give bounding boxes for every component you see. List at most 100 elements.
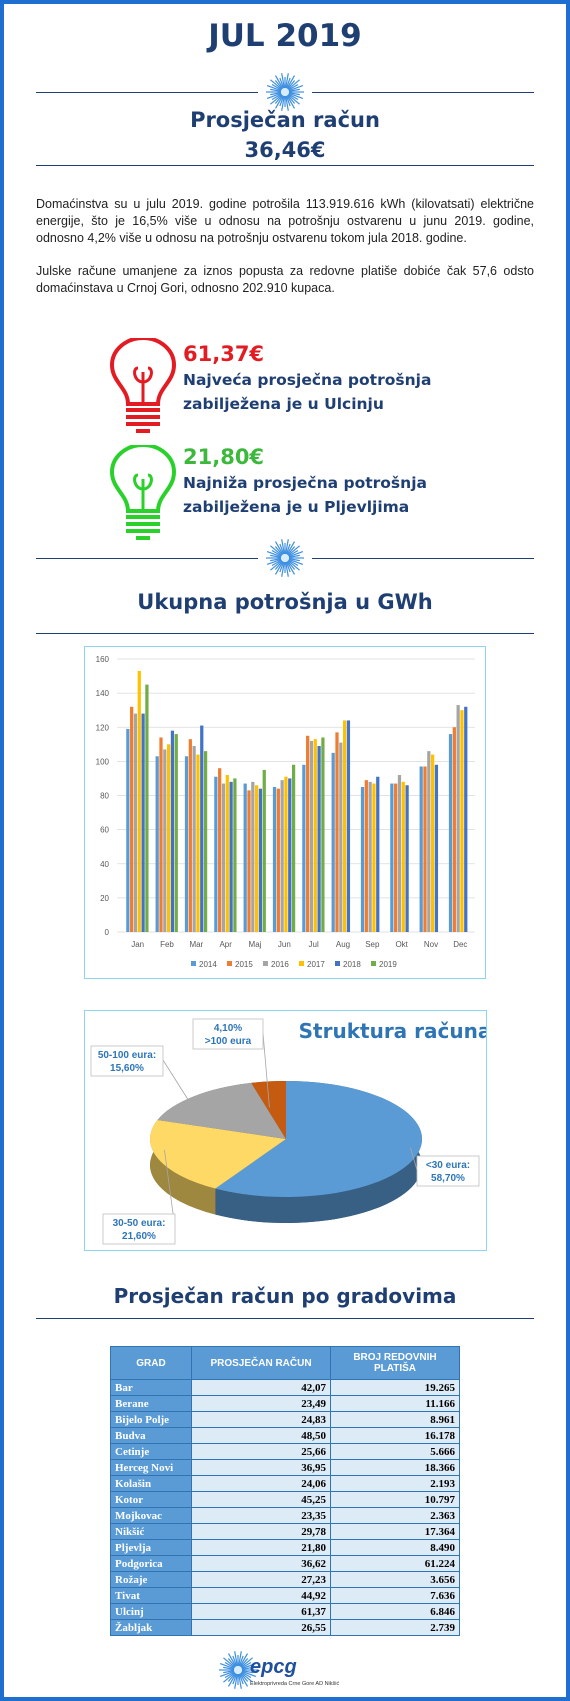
value-cell: 61,37 [191, 1603, 331, 1620]
bar [170, 730, 175, 932]
legend-label: 2014 [199, 960, 217, 969]
table-header: GRAD PROSJEČAN RAČUN BROJ REDOVNIH PLATI… [110, 1346, 460, 1380]
city-cell: Bijelo Polje [110, 1411, 192, 1428]
sun-ray [238, 1651, 242, 1667]
value-cell: 42,07 [191, 1379, 331, 1396]
value-cell: 10.797 [330, 1491, 460, 1508]
value-cell: 8.490 [330, 1539, 460, 1556]
value-cell: 29,78 [191, 1523, 331, 1540]
legend-label: 2019 [379, 960, 397, 969]
value-cell: 2.193 [330, 1475, 460, 1492]
bar [233, 778, 237, 932]
sun-ray [240, 1658, 249, 1668]
sun-ray [288, 92, 300, 96]
legend-label: 2015 [235, 960, 253, 969]
sun-ray [286, 95, 296, 109]
sun-ray [274, 75, 284, 89]
sun-ray [219, 1670, 235, 1678]
slice-label: <30 eura: [426, 1160, 470, 1171]
sun-ray [223, 1666, 235, 1670]
slice-label: 21,60% [122, 1231, 156, 1242]
sun-ray [232, 1673, 238, 1685]
value-cell: 5.666 [330, 1443, 460, 1460]
x-tick-label: Jan [131, 940, 144, 949]
sun-ray [287, 94, 300, 105]
sun-ray [270, 92, 282, 96]
bar [141, 713, 145, 932]
sun-ray [270, 88, 282, 92]
sun-ray [266, 92, 282, 100]
bar [291, 764, 296, 932]
sun-ray [266, 84, 282, 92]
value-cell: 45,25 [191, 1491, 331, 1508]
sun-ray [219, 1662, 235, 1670]
label-box [416, 1155, 480, 1187]
sun-ray [270, 545, 283, 556]
bar [452, 727, 456, 932]
legend-swatch [335, 961, 340, 966]
divider [36, 558, 258, 559]
x-tick-label: Dec [453, 940, 467, 949]
legend-swatch [191, 961, 196, 966]
city-cell: Herceg Novi [110, 1459, 192, 1476]
sun-ray [240, 1672, 249, 1682]
sun-ray [286, 561, 296, 575]
sun-ray [224, 1661, 235, 1669]
bar [221, 783, 226, 932]
divider [36, 165, 534, 166]
y-tick-label: 80 [100, 792, 109, 801]
table-row: Pljevlja 21,80 8.490 [110, 1539, 460, 1556]
bulb-icon [109, 445, 177, 540]
table-row: Budva 48,50 16.178 [110, 1427, 460, 1444]
slice-label: 50-100 eura: [98, 1050, 156, 1061]
sun-icon [266, 73, 304, 111]
sun-ray [241, 1670, 253, 1674]
sun-ray [241, 1661, 252, 1669]
sun-ray [288, 88, 300, 92]
x-tick-label: Sep [365, 940, 380, 949]
sun-ray [241, 1671, 252, 1679]
table-row: Podgorica 36,62 61.224 [110, 1555, 460, 1572]
bar [464, 706, 468, 932]
city-cell: Rožaje [110, 1571, 192, 1588]
pie-slice [251, 1081, 286, 1139]
y-tick-label: 0 [105, 928, 110, 937]
bar [203, 751, 208, 932]
x-tick-label: Jul [309, 940, 319, 949]
value-cell: 36,62 [191, 1555, 331, 1572]
logo: epcg [250, 1656, 297, 1678]
sun-ray [274, 546, 283, 556]
city-cell: Cetinje [110, 1443, 192, 1460]
value-cell: 17.364 [330, 1523, 460, 1540]
sun-ray [274, 80, 283, 90]
sun-ray [223, 1670, 235, 1674]
value-cell: 24,83 [191, 1411, 331, 1428]
sun-ray [288, 558, 304, 566]
sun-icon [266, 539, 304, 577]
bar [262, 769, 266, 932]
highest-amount: 61,37€ [183, 342, 265, 366]
x-tick-label: Nov [424, 940, 438, 949]
bar [130, 706, 134, 932]
city-cell: Berane [110, 1395, 192, 1412]
bar [133, 713, 138, 932]
sun-ray [240, 1657, 253, 1668]
city-cell: Bar [110, 1379, 192, 1396]
table-row: Mojkovac 23,35 2.363 [110, 1507, 460, 1524]
label-box [90, 1045, 164, 1077]
sun-ray [271, 559, 282, 567]
divider [36, 1318, 534, 1319]
city-cell: Kotor [110, 1491, 192, 1508]
sun-ray [279, 543, 285, 555]
bar [155, 756, 159, 932]
city-cell: Pljevlja [110, 1539, 192, 1556]
paragraph: Domaćinstva su u julu 2019. godine potro… [36, 197, 534, 245]
bar [284, 776, 288, 932]
x-tick-label: Jun [278, 940, 291, 949]
leader-line [162, 1059, 199, 1116]
bar [401, 781, 405, 932]
bar [372, 783, 376, 932]
bar [137, 670, 141, 932]
y-tick-label: 120 [96, 723, 110, 732]
bar [251, 781, 255, 932]
